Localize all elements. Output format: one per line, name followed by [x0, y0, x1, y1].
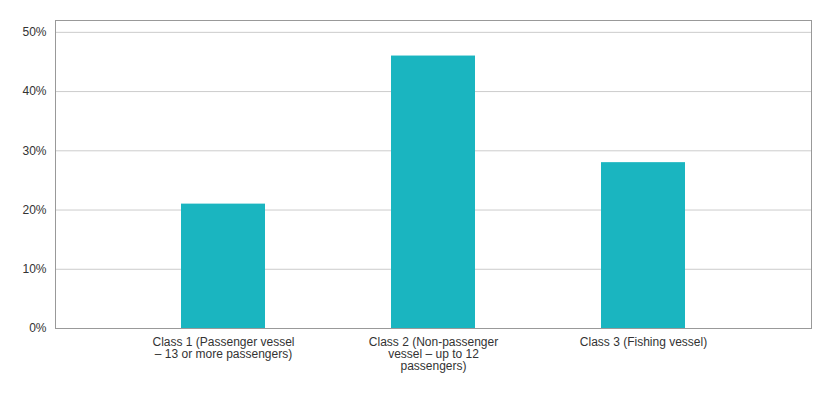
svg-text:40%: 40%: [22, 84, 46, 98]
svg-text:50%: 50%: [22, 25, 46, 39]
svg-text:Class 3 (Fishing vessel): Class 3 (Fishing vessel): [580, 335, 707, 349]
svg-text:0%: 0%: [29, 321, 47, 335]
svg-text:Class 1 (Passenger vessel– 13: Class 1 (Passenger vessel– 13 or more pa…: [152, 335, 294, 361]
svg-text:20%: 20%: [22, 203, 46, 217]
svg-text:30%: 30%: [22, 144, 46, 158]
svg-text:Class 2 (Non-passengervessel –: Class 2 (Non-passengervessel – up to 12p…: [369, 335, 498, 373]
svg-text:10%: 10%: [22, 262, 46, 276]
